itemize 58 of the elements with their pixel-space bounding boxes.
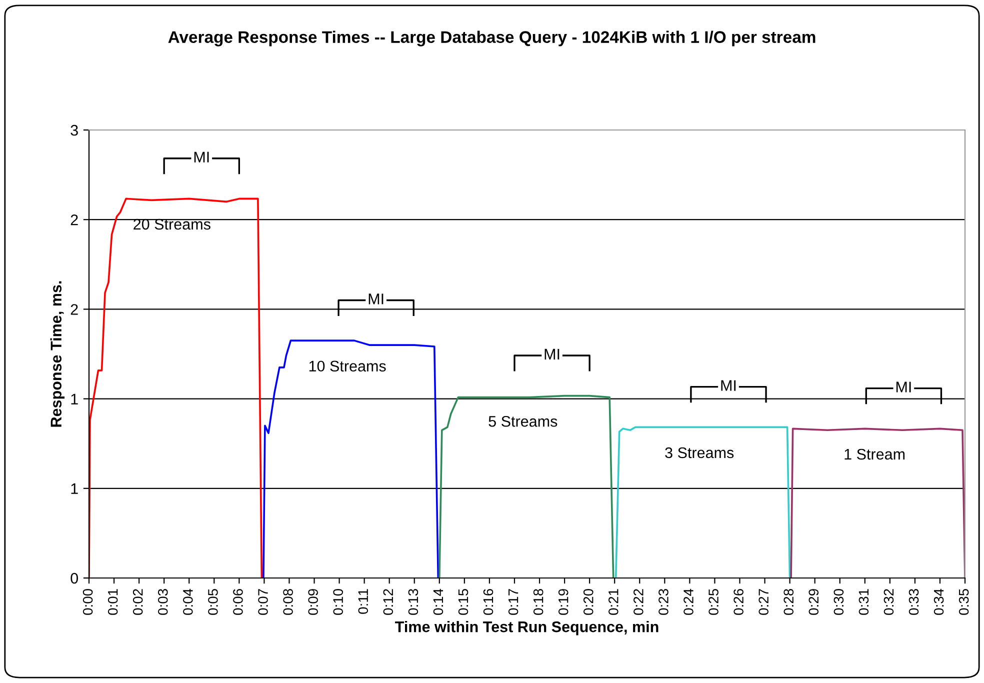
x-tick-label: 0:32: [884, 589, 894, 615]
x-axis-title: Time within Test Run Sequence, min: [395, 621, 658, 636]
x-tick-label: 0:33: [908, 589, 919, 615]
series-label: 1 Stream: [844, 448, 905, 460]
chart-title: Average Response Times -- Large Database Query - 1024KiB with 1 I/O per stream: [168, 30, 816, 46]
series-label: 5 Streams: [488, 416, 558, 427]
x-tick-label: 0:13: [408, 589, 418, 615]
x-tick-label: 0:12: [383, 589, 394, 615]
line-series: [89, 198, 263, 578]
x-tick-label: 0:21: [608, 589, 618, 615]
series-label: 10 Streams: [309, 360, 386, 372]
x-tick-label: 0:22: [634, 589, 644, 615]
x-tick-label: 0:09: [308, 589, 318, 615]
y-tick-label: 3: [70, 124, 78, 136]
x-tick-label: 0:00: [82, 588, 93, 615]
series-label: 3 Streams: [665, 447, 734, 458]
line-series: [262, 340, 440, 578]
x-tick-label: 0:10: [333, 588, 344, 615]
x-tick-label: 0:01: [108, 589, 118, 615]
x-tick-label: 0:16: [483, 589, 494, 615]
x-tick-label: 0:03: [158, 589, 168, 615]
annotation: MI: [721, 380, 736, 391]
x-tick-label: 0:34: [934, 588, 944, 615]
x-tick-label: 0:07: [258, 589, 268, 615]
x-tick-label: 0:20: [583, 588, 594, 615]
x-tick-label: 0:05: [208, 588, 218, 615]
x-tick-label: 0:19: [558, 589, 568, 615]
x-tick-label: 0:26: [734, 589, 744, 615]
y-tick-label: 0: [70, 572, 78, 584]
y-tick-label: 2: [70, 214, 78, 226]
x-tick-label: 0:14: [433, 588, 444, 615]
y-tick-label: 1: [71, 483, 78, 494]
annotation: MI: [896, 382, 911, 392]
y-tick-label: 1: [71, 394, 78, 404]
x-tick-label: 0:25: [708, 588, 718, 615]
x-tick-label: 0:18: [533, 589, 544, 615]
y-axis-title: Response Time, ms.: [50, 281, 65, 427]
x-tick-label: 0:24: [684, 588, 694, 615]
line-series: [614, 426, 791, 578]
x-tick-label: 0:06: [233, 589, 243, 615]
x-tick-label: 0:08: [283, 589, 293, 615]
x-tick-label: 0:31: [858, 589, 869, 615]
x-tick-label: 0:28: [784, 589, 794, 615]
x-tick-label: 0:30: [834, 588, 844, 615]
x-tick-label: 0:27: [758, 589, 768, 615]
x-tick-label: 0:04: [183, 588, 193, 615]
annotation: MI: [368, 294, 384, 304]
x-tick-label: 0:17: [508, 589, 518, 615]
x-tick-label: 0:15: [458, 588, 468, 615]
x-tick-label: 0:29: [808, 589, 819, 615]
x-tick-label: 0:11: [358, 589, 368, 614]
x-tick-label: 0:02: [132, 589, 143, 615]
y-tick-label: 2: [70, 304, 78, 315]
annotation: MI: [194, 152, 209, 162]
annotation: MI: [544, 348, 560, 360]
x-tick-label: 0:23: [658, 589, 668, 615]
x-tick-label: 0:35: [958, 588, 969, 615]
line-series: [438, 394, 614, 578]
